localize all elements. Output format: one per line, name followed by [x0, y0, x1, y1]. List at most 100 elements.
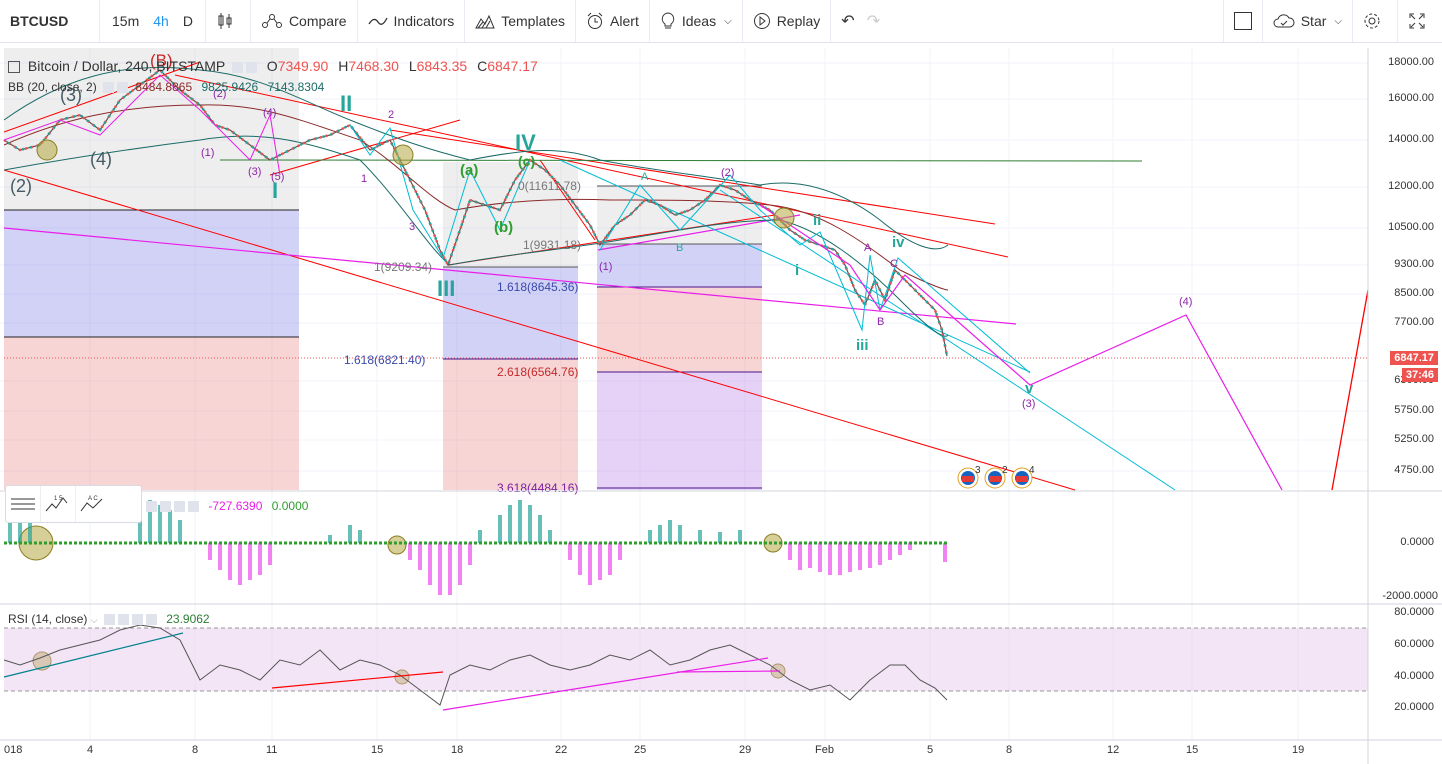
wave-label-A-cyan: A	[641, 171, 649, 183]
replay-icon	[753, 13, 770, 29]
date-tick: 018	[4, 744, 23, 756]
elliott-correction-icon[interactable]: A C	[76, 486, 110, 522]
osc-settings-button[interactable]	[146, 501, 157, 513]
wave-label-1-paren: (1)	[599, 261, 612, 273]
hamburger-menu-icon[interactable]	[6, 486, 41, 522]
settings-button[interactable]	[1353, 0, 1398, 42]
price-series	[3, 68, 949, 357]
replay-button[interactable]: Replay	[743, 0, 832, 42]
chart-type-button[interactable]	[206, 0, 251, 42]
wave-label-4-paren: (4)	[1179, 296, 1192, 308]
legend-close-button[interactable]	[245, 61, 257, 73]
collapse-icon[interactable]	[8, 61, 20, 74]
rsi-axis-tick: 20.0000	[1394, 701, 1434, 713]
indicators-button[interactable]: Indicators	[358, 0, 466, 42]
date-tick: 11	[266, 744, 278, 756]
date-tick: 4	[87, 744, 94, 756]
rsi-hide-button[interactable]	[117, 614, 129, 626]
date-tick: 15	[371, 744, 384, 756]
osc-hide-button[interactable]	[160, 501, 171, 513]
wave-label-1-plain: 1	[361, 173, 367, 185]
interval-d[interactable]: D	[182, 13, 193, 29]
date-tick: 5	[927, 744, 934, 756]
rsi-close-button[interactable]	[145, 614, 157, 626]
osc-close-button[interactable]	[188, 501, 199, 513]
osc-more-button[interactable]	[174, 501, 185, 513]
series-title[interactable]: Bitcoin / Dollar, 240, BITSTAMP	[27, 58, 226, 74]
chevron-down-icon: ⌵	[1334, 15, 1342, 27]
compare-icon	[261, 14, 282, 28]
wave-label-3-plain: 3	[409, 221, 415, 233]
price-tick: 16000.00	[1388, 92, 1434, 104]
symbol-search[interactable]: BTCUSD	[0, 0, 100, 42]
interval-4h[interactable]: 4h	[153, 13, 169, 29]
date-tick: 8	[1006, 744, 1013, 756]
wave-label-II: II	[340, 91, 352, 116]
wave-label-iii: iii	[856, 337, 869, 354]
cloud-icon	[1273, 14, 1295, 28]
fib-label-6564: 2.618(6564.76)	[497, 365, 578, 379]
price-tick: 12000.00	[1388, 180, 1434, 192]
wave-label-B: (B)	[150, 51, 173, 70]
fullscreen-toggle-button[interactable]	[1222, 0, 1263, 42]
wave-label-b: (b)	[494, 219, 513, 236]
osc-axis-tick: -2000.0000	[1382, 590, 1438, 602]
rsi-settings-button[interactable]	[103, 614, 115, 626]
interval-group: 15m 4h D	[100, 0, 206, 42]
price-tick: 8500.00	[1394, 287, 1434, 299]
wave-label-ii: ii	[813, 212, 821, 229]
indicators-icon	[367, 17, 388, 25]
rsi-legend: RSI (14, close) ⌵ 23.9062	[8, 612, 210, 626]
legend-settings-button[interactable]	[231, 61, 243, 73]
wave-label-B-upper: B	[877, 316, 884, 328]
price-tick: 9300.00	[1394, 258, 1434, 270]
bb-legend: BB (20, close, 2) 8484.8865 9825.9426 71…	[8, 80, 324, 94]
last-price-tag: 6847.17	[1390, 351, 1438, 365]
main-legend: Bitcoin / Dollar, 240, BITSTAMP O7349.90…	[8, 58, 538, 74]
ohlc-close: C6847.17	[477, 58, 538, 74]
rsi-title[interactable]: RSI (14, close)	[8, 612, 88, 626]
date-tick: Feb	[815, 744, 834, 756]
fib-label-8645: 1.618(8645.36)	[497, 280, 578, 294]
bb-basis: 8484.8865	[135, 80, 193, 94]
redo-icon[interactable]: ↷	[866, 13, 881, 30]
fib-label-4484: 3.618(4484.16)	[497, 481, 578, 495]
indicators-label: Indicators	[393, 13, 455, 29]
ohlc-high: H7468.30	[338, 58, 399, 74]
undo-icon[interactable]: ↶	[841, 13, 855, 30]
wave-label-1-paren-2: (1)	[201, 147, 214, 159]
expand-button[interactable]	[1398, 0, 1442, 42]
alarm-clock-icon	[587, 12, 603, 29]
chart-canvas[interactable]: (B) (3) (4) (2) II III IV (a) (b) (c) I …	[0, 43, 1442, 764]
rsi-more-button[interactable]	[131, 614, 143, 626]
wave-label-2: (2)	[10, 176, 32, 196]
bb-close-button[interactable]	[117, 82, 129, 94]
wave-label-i: i	[795, 262, 799, 279]
wave-label-c: (c)	[518, 153, 535, 169]
wave-label-iv: iv	[892, 234, 905, 251]
ideas-button[interactable]: Ideas ⌵	[650, 0, 743, 42]
alert-button[interactable]: Alert	[576, 0, 650, 42]
date-tick: 19	[1292, 744, 1305, 756]
top-toolbar: BTCUSD 15m 4h D Compare Indicators Templ…	[0, 0, 1442, 43]
wave-label-4: (4)	[90, 149, 112, 169]
elliott-impulse-icon[interactable]: 1 5	[41, 486, 76, 522]
bb-settings-button[interactable]	[103, 82, 115, 94]
price-tick: 4750.00	[1394, 464, 1434, 476]
date-tick: 29	[739, 744, 752, 756]
ohlc-open: O7349.90	[266, 58, 329, 74]
bar-countdown-tag: 37:46	[1401, 368, 1438, 382]
interval-15m[interactable]: 15m	[112, 13, 140, 29]
compare-button[interactable]: Compare	[251, 0, 358, 42]
star-button[interactable]: Star ⌵	[1263, 0, 1353, 42]
bb-title[interactable]: BB (20, close, 2)	[8, 80, 97, 94]
wave-label-A: A	[864, 242, 872, 254]
trend-lines	[3, 61, 1369, 491]
rsi-pane	[3, 624, 1368, 711]
event-badges[interactable]: 3 2 4	[957, 465, 1035, 489]
wave-label-5-paren: (5)	[271, 171, 284, 183]
wave-label-3-paren: (3)	[1022, 398, 1035, 410]
templates-button[interactable]: Templates	[465, 0, 577, 42]
star-label: Star	[1300, 13, 1327, 29]
wave-label-C: C	[890, 258, 898, 270]
